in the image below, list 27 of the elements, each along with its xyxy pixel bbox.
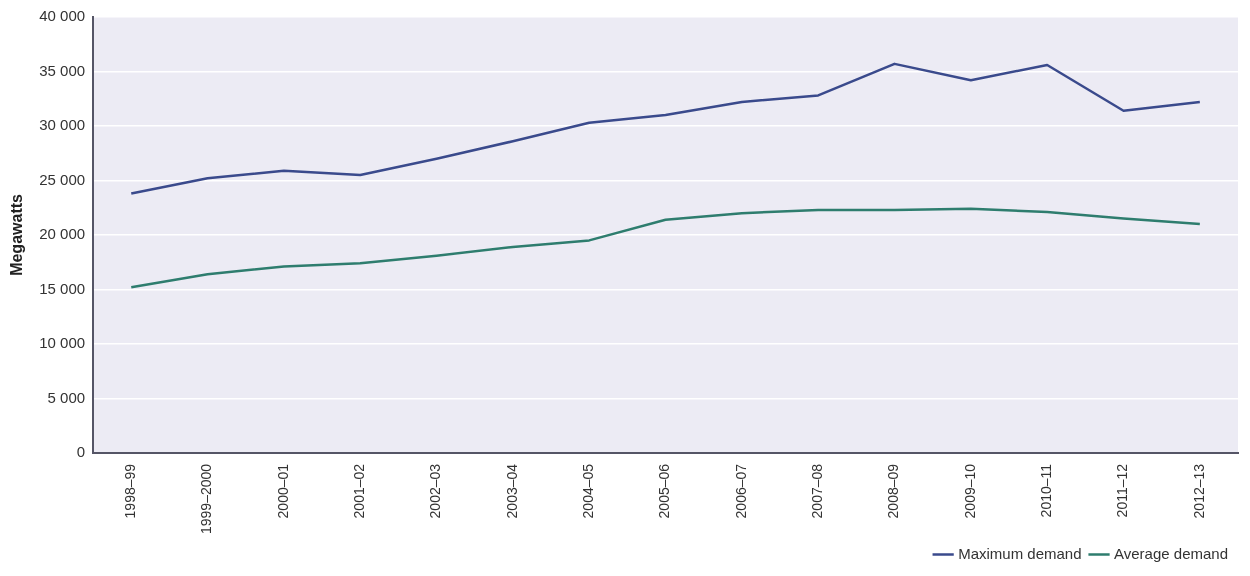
- y-tick-label: 20 000: [39, 225, 86, 243]
- x-tick-label: 2004–05: [580, 463, 597, 519]
- x-tick-label: 2003–04: [503, 463, 520, 519]
- x-tick-label: 2012–13: [1190, 463, 1207, 519]
- x-tick-label: 2002–03: [427, 463, 444, 519]
- x-tick-label: 1998–99: [122, 463, 139, 519]
- x-tick-label: 2011–12: [1114, 463, 1131, 518]
- x-tick-label: 2000–01: [274, 463, 291, 519]
- legend-label: Average demand: [1114, 544, 1229, 562]
- y-tick-label: 10 000: [39, 334, 86, 352]
- y-tick-label: 30 000: [39, 116, 86, 134]
- y-tick-label: 40 000: [39, 7, 86, 25]
- x-tick-label: 2005–06: [656, 463, 673, 519]
- y-tick-label: 15 000: [39, 279, 86, 297]
- x-tick-label: 2009–10: [961, 463, 978, 519]
- y-tick-label: 35 000: [39, 61, 86, 79]
- y-tick-label: 5 000: [47, 388, 86, 406]
- y-tick-label: 25 000: [39, 170, 86, 188]
- y-axis-title: Megawatts: [8, 193, 26, 276]
- x-tick-label: 2007–08: [809, 463, 826, 519]
- legend-label: Maximum demand: [958, 544, 1082, 562]
- x-tick-label: 2008–09: [885, 463, 902, 519]
- x-tick-label: 2001–02: [351, 463, 368, 519]
- x-tick-label: 2010–11: [1038, 463, 1055, 518]
- x-tick-label: 2006–07: [732, 463, 749, 519]
- y-tick-label: 0: [76, 443, 86, 461]
- x-tick-label: 1999–2000: [198, 463, 215, 534]
